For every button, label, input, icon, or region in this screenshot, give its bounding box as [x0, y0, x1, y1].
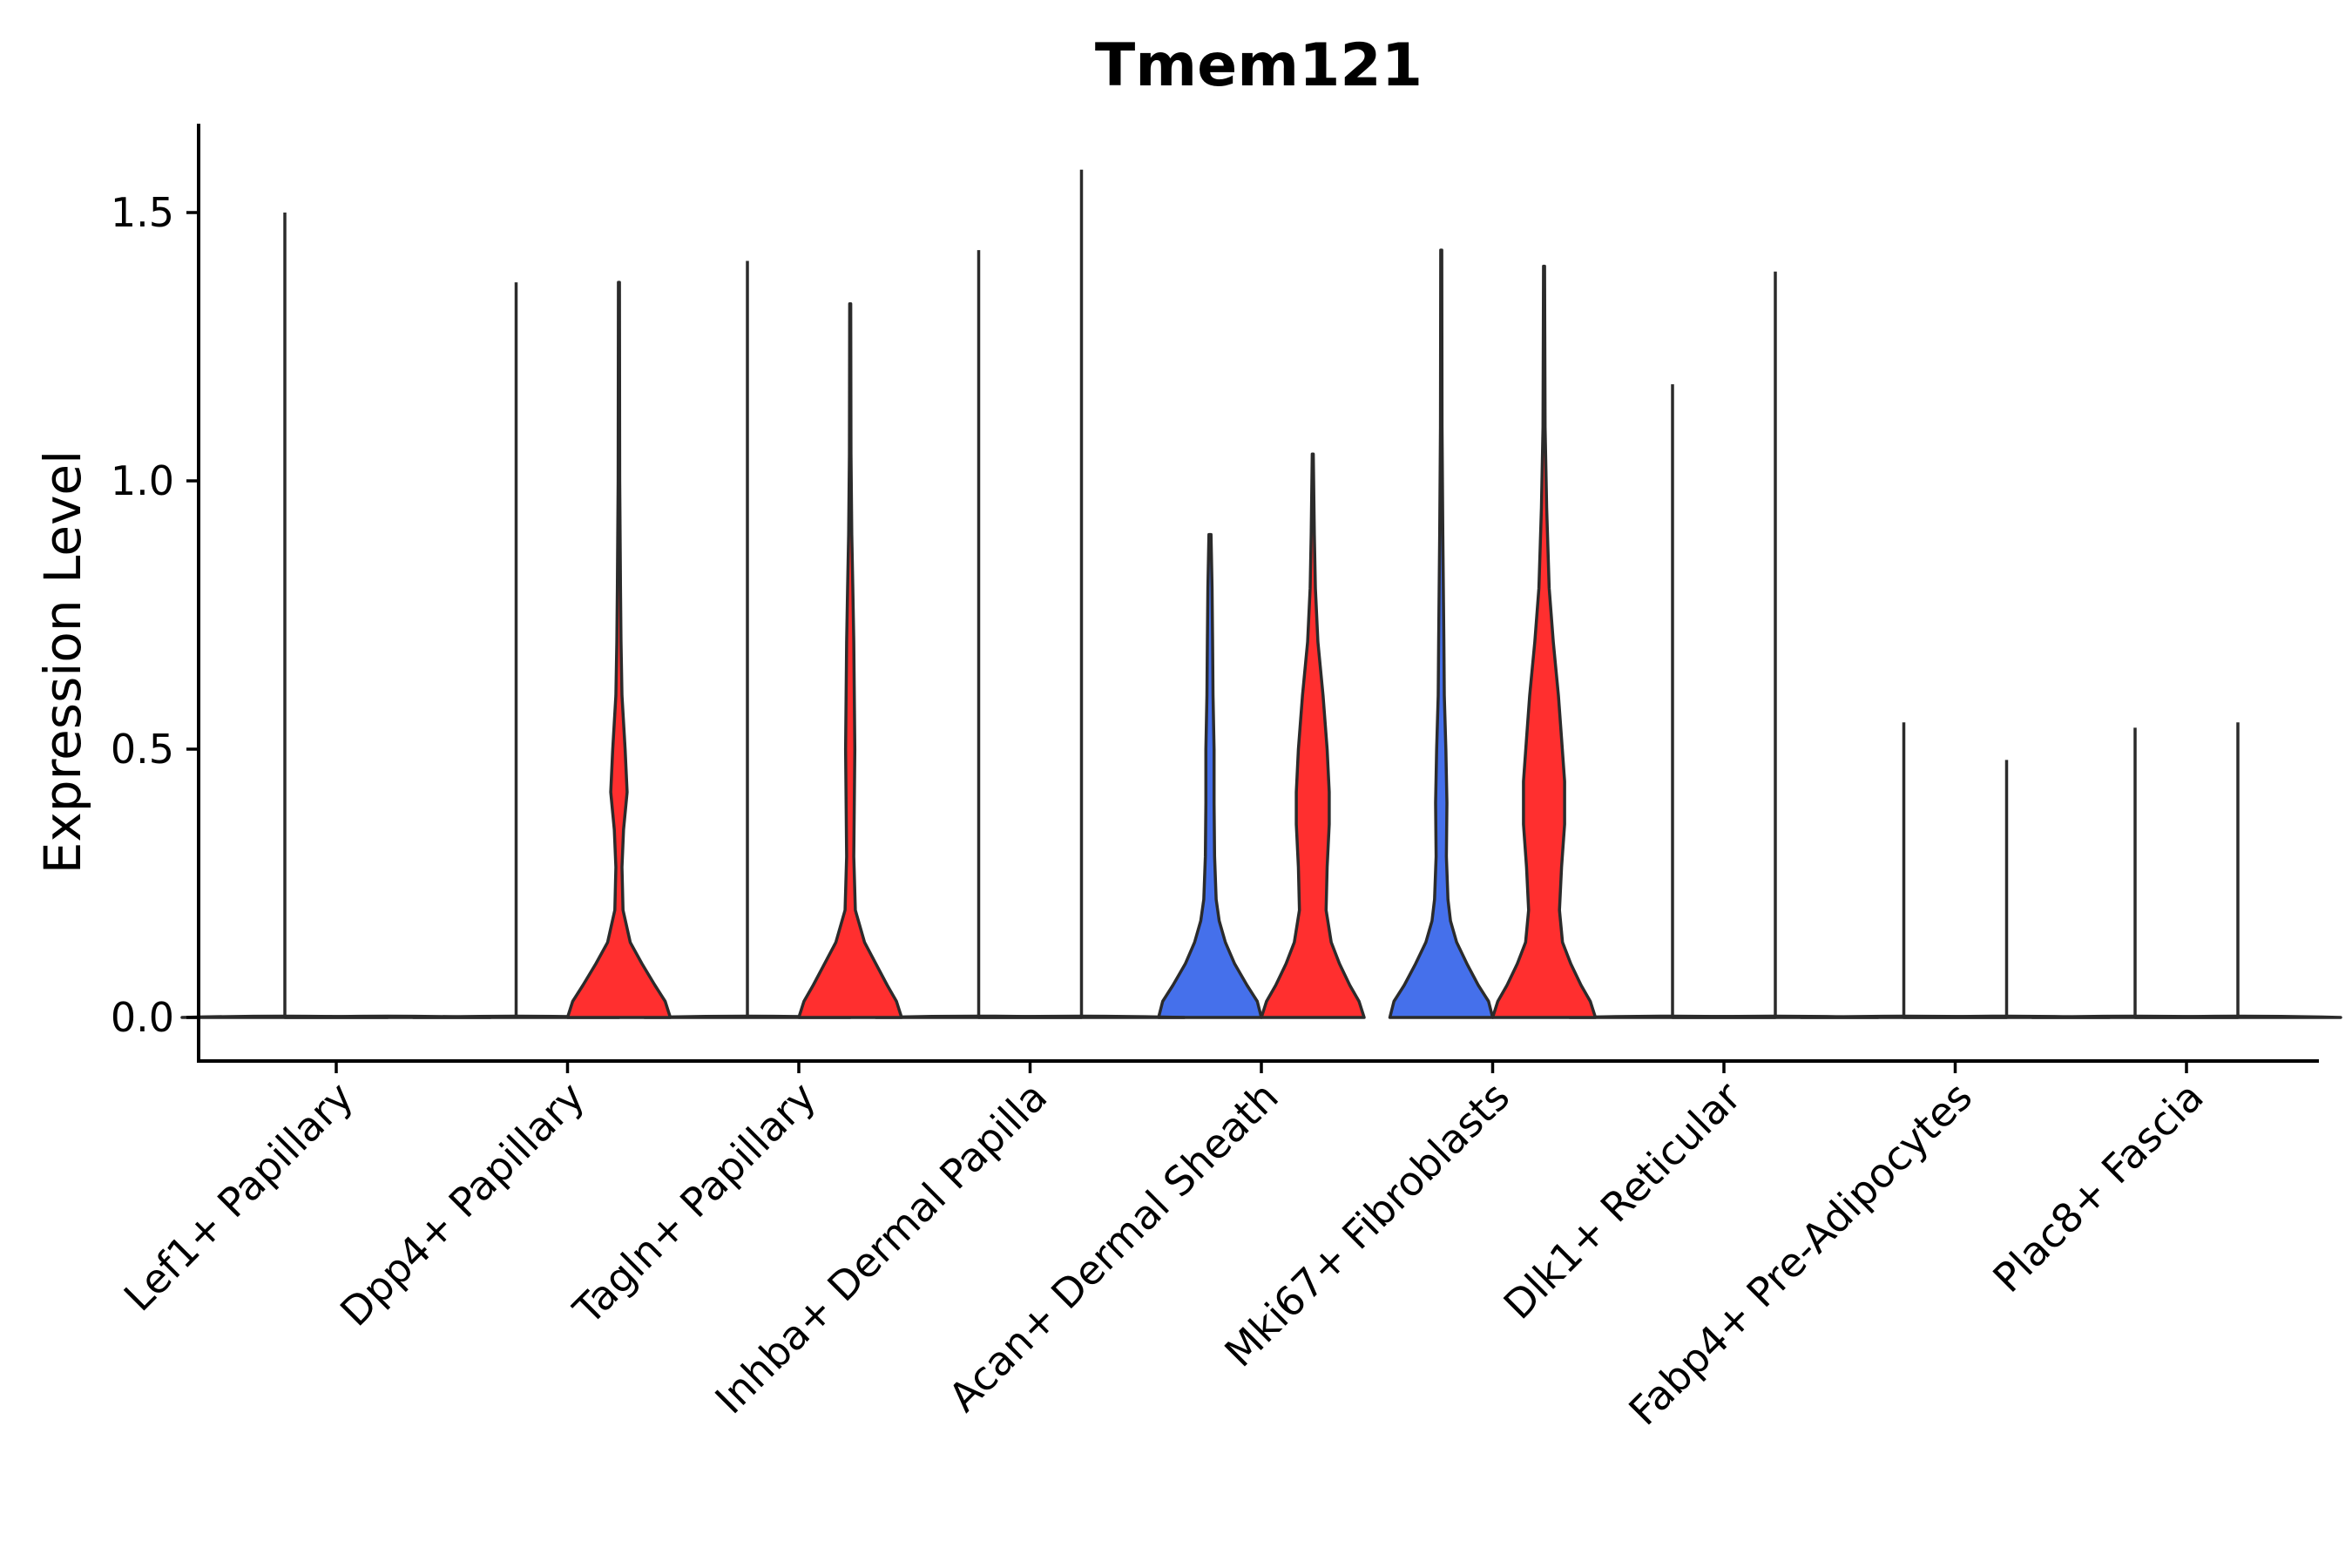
y-tick-label: 0.0 — [111, 994, 174, 1041]
x-tick-label: Lef1+ Papillary — [115, 1073, 362, 1321]
y-tick-label: 0.5 — [111, 726, 174, 773]
y-axis-ticks: 0.0 0.5 1.0 1.5 — [111, 189, 199, 1041]
chart-title: Tmem121 — [1095, 31, 1423, 100]
violin-group2-1 — [283, 1014, 492, 1019]
violin-layer — [180, 169, 2342, 1019]
violin-group2-2 — [565, 280, 672, 1019]
violin-group1-5 — [1157, 532, 1263, 1019]
x-tick-label: Tagln+ Papillary — [564, 1073, 825, 1335]
x-tick-label: Dlk1+ Reticular — [1495, 1073, 1750, 1328]
violin-group2-3 — [797, 301, 903, 1019]
x-tick-label: Dpp4+ Papillary — [331, 1073, 593, 1335]
y-tick-label: 1.5 — [111, 189, 174, 236]
violin-group2-6 — [1490, 264, 1598, 1019]
y-tick-label: 1.0 — [111, 457, 174, 504]
y-axis-label: Expression Level — [33, 450, 92, 874]
violin-group2-5 — [1260, 452, 1366, 1019]
x-tick-label: Plac8+ Fascia — [1984, 1073, 2212, 1301]
violin-group1-6 — [1388, 248, 1495, 1019]
